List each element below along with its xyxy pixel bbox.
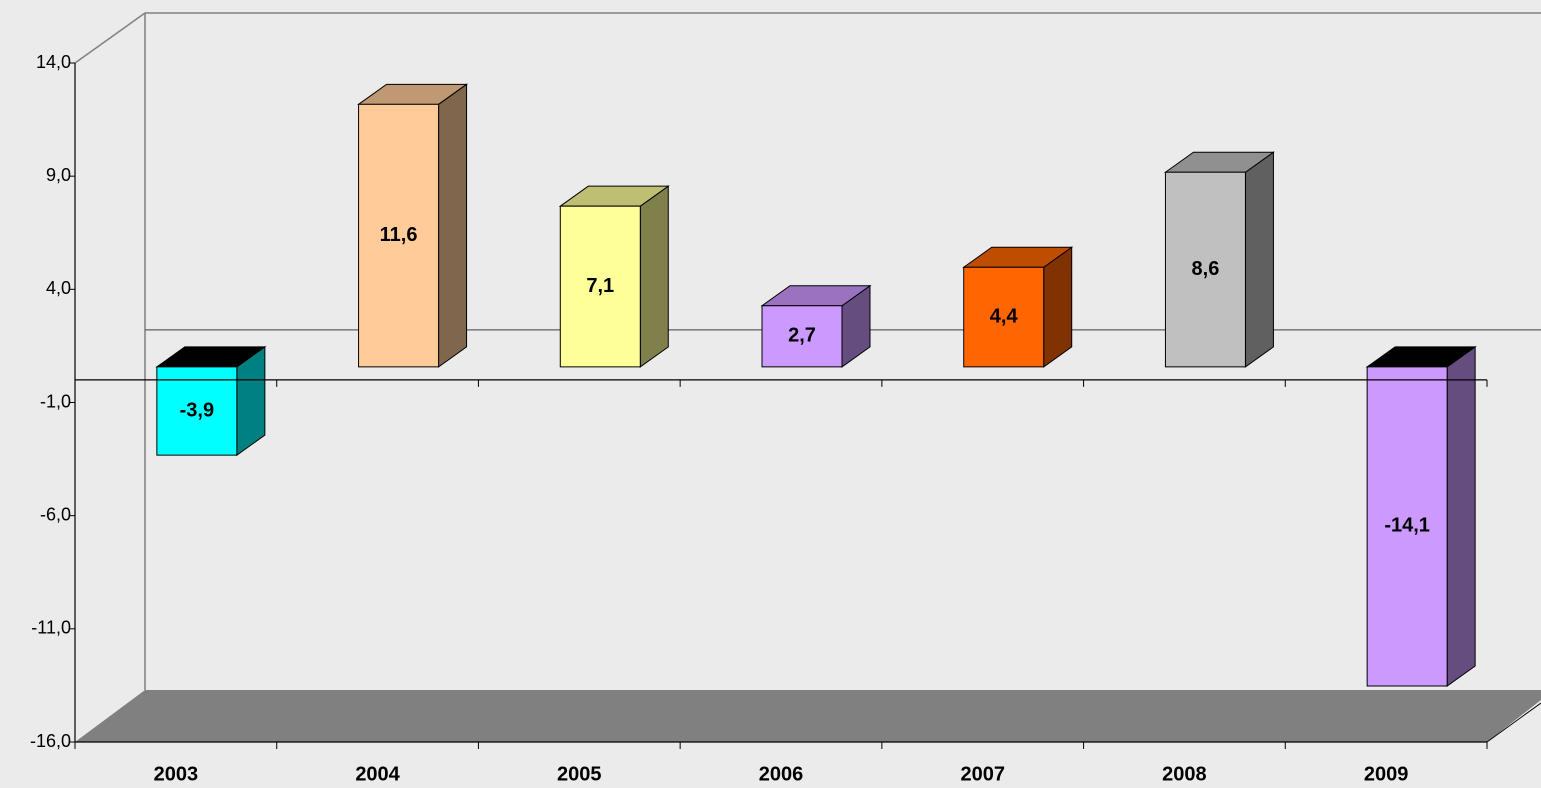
bar: [963, 266, 1045, 368]
bar-side: [438, 83, 468, 368]
y-tick-label: -1,0: [40, 391, 71, 411]
value-label: 8,6: [1192, 258, 1220, 280]
y-tick-label: 14,0: [36, 52, 71, 72]
bar-side: [1446, 345, 1476, 687]
x-tick-label: 2004: [355, 763, 400, 785]
y-tick-label: -16,0: [30, 731, 71, 751]
x-tick-label: 2006: [759, 763, 804, 785]
bar-side: [1043, 246, 1073, 368]
x-tick-label: 2009: [1364, 763, 1409, 785]
x-tick-label: 2003: [154, 763, 199, 785]
x-tick-label: 2005: [557, 763, 602, 785]
bar-side: [1244, 151, 1274, 368]
y-tick-label: 4,0: [46, 278, 71, 298]
chart-frame: [74, 12, 1541, 690]
value-label: 2,7: [788, 325, 816, 347]
bar: [559, 205, 641, 368]
x-tick-label: 2008: [1162, 763, 1207, 785]
y-tick-label: -11,0: [31, 618, 71, 638]
bar: [1366, 366, 1448, 687]
x-tick-label: 2007: [960, 763, 1005, 785]
y-tick-label: 9,0: [46, 165, 71, 185]
value-label: 7,1: [586, 275, 614, 297]
floor-edge: [1486, 702, 1541, 743]
floor: [75, 690, 1541, 742]
value-label: 4,4: [990, 305, 1019, 327]
bar: [156, 366, 238, 456]
value-label: 11,6: [380, 224, 418, 246]
value-label: -3,9: [180, 399, 214, 421]
bar: [358, 103, 440, 368]
bar: [1164, 171, 1246, 368]
bar: [761, 305, 843, 368]
y-tick-label: -6,0: [40, 504, 71, 524]
value-label: -14,1: [1384, 515, 1430, 537]
bar-side: [639, 185, 669, 368]
